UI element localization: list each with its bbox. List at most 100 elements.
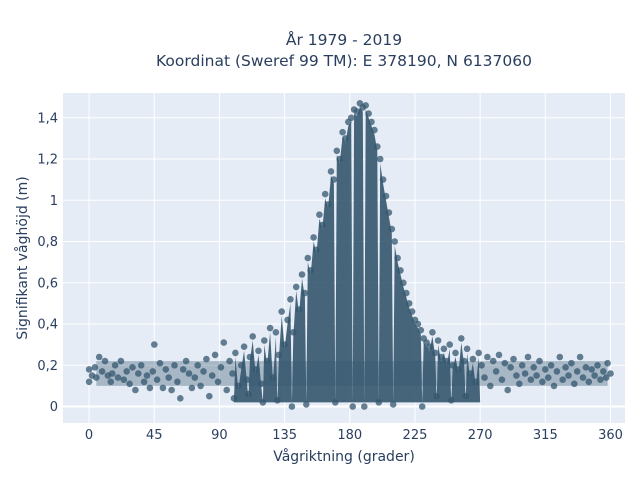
data-point [539,378,546,386]
data-point [230,395,238,402]
data-point [327,168,335,175]
data-point [232,349,239,357]
data-point [475,349,483,357]
data-point [516,380,523,388]
data-point [259,399,267,406]
data-point [437,353,445,361]
data-point [562,364,569,371]
y-tick-label: 1,2 [37,153,58,168]
data-point [469,355,477,363]
x-tick-label: 180 [337,428,362,443]
data-point [447,397,455,404]
data-point [400,279,407,287]
data-point [301,289,309,297]
data-point [91,364,99,371]
data-point [339,128,346,136]
data-point [536,357,543,365]
data-point [597,376,604,384]
chart-title-line1: År 1979 - 2019 [286,30,402,49]
y-axis-title: Signifikant våghöjd (m) [14,176,31,339]
point-density-area [233,107,481,403]
data-point [521,370,529,377]
x-axis-title: Vågriktning (grader) [273,448,415,465]
x-tick-label: 0 [85,428,93,443]
data-point [510,355,517,363]
data-point [177,395,184,402]
x-tick-label: 45 [146,428,163,443]
data-point [533,372,540,379]
data-point [349,403,357,410]
data-point [368,118,375,126]
y-tick-label: 0,6 [37,276,58,291]
data-point [330,176,338,183]
data-point [269,374,277,381]
data-point [559,376,566,384]
data-point [385,209,393,216]
data-point [376,155,384,163]
data-point [458,335,465,342]
data-point [507,364,514,371]
data-point [156,359,164,367]
data-point [95,353,103,361]
data-point [362,102,370,109]
data-point [530,364,537,371]
data-point [484,353,491,361]
chart-title-line2: Koordinat (Sweref 99 TM): E 378190, N 61… [156,52,532,70]
data-point [403,289,410,297]
data-point [568,359,575,367]
data-point [602,374,610,381]
data-point [129,364,136,371]
data-point [313,246,320,254]
data-point [397,267,404,274]
data-point [114,374,122,381]
data-point [287,296,294,303]
data-point [495,351,503,359]
data-point [585,378,593,386]
data-point [405,300,413,307]
data-point [389,401,397,408]
data-point [353,108,361,115]
data-point [295,306,303,313]
data-point [591,372,598,379]
data-point [185,370,193,377]
data-point [284,316,291,324]
data-point [191,374,199,381]
data-point [120,376,128,384]
data-point [487,382,494,390]
data-point [162,366,170,373]
data-point [149,368,157,375]
data-point [249,333,256,340]
data-point [243,376,251,384]
data-point [446,341,454,348]
data-point [153,376,161,384]
data-point [332,399,339,406]
data-point [582,364,590,371]
data-point [298,271,306,278]
data-point [272,329,280,336]
x-tick-label: 270 [468,428,493,443]
data-point [288,403,296,410]
data-point [203,355,210,363]
data-point [361,403,368,410]
data-point [544,374,552,381]
data-point [379,176,387,183]
data-point [604,359,611,367]
data-point [443,357,451,365]
data-point [579,374,587,381]
data-point [223,386,230,394]
data-point [594,362,601,369]
data-points [85,100,614,410]
data-point [607,370,614,377]
data-point [226,357,233,365]
x-tick-label: 225 [403,428,428,443]
data-point [440,345,448,353]
data-point [310,234,317,241]
data-point [85,366,93,373]
data-point [258,380,265,388]
data-point [126,380,133,388]
data-point [151,341,158,348]
data-point [206,392,213,400]
data-point [111,362,119,369]
data-point [374,143,381,150]
data-point [455,366,462,373]
